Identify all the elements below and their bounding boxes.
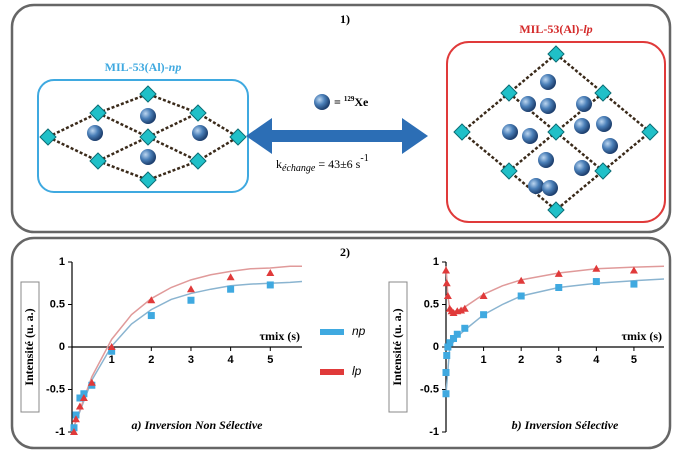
- framework-title: MIL-53(Al)-lp: [519, 22, 592, 36]
- metal-node: [140, 172, 156, 188]
- x-tick-label: 1: [109, 354, 115, 366]
- metal-node: [140, 86, 156, 102]
- x-tick-label: 2: [148, 354, 154, 366]
- y-tick-label: 1: [433, 256, 439, 268]
- data-point: [480, 311, 487, 318]
- metal-node: [190, 105, 206, 121]
- x-tick-label: 5: [631, 354, 637, 366]
- exchange-arrow: [246, 118, 428, 154]
- x-axis-label: τmix (s): [621, 329, 662, 343]
- x-tick-label: 3: [556, 354, 562, 366]
- guest-atom: [538, 152, 554, 168]
- legend: np lp: [320, 324, 366, 378]
- data-point: [443, 369, 450, 376]
- x-tick-label: 2: [518, 354, 524, 366]
- guest-atom: [140, 108, 156, 124]
- data-point: [461, 325, 468, 332]
- x-tick-label: 5: [267, 354, 273, 366]
- data-point: [443, 352, 450, 359]
- guest-atom: [528, 178, 544, 194]
- metal-node: [548, 124, 564, 140]
- x-axis-label: τmix (s): [259, 329, 300, 343]
- guest-atom: [140, 149, 156, 165]
- data-point: [443, 279, 451, 286]
- guest-atom: [540, 74, 556, 90]
- rate-label: kéchange= 43±6 s-1: [276, 153, 369, 174]
- x-tick-label: 4: [228, 354, 235, 366]
- chart-subtitle: a) Inversion Non Sélective: [132, 418, 264, 432]
- y-tick-label: -0.5: [420, 383, 439, 395]
- data-point: [593, 278, 600, 285]
- guest-atom: [192, 125, 208, 141]
- legend-label: np: [352, 324, 366, 338]
- panel-frame: [12, 238, 670, 448]
- fit-line: [72, 266, 302, 432]
- guest-atom: [87, 125, 103, 141]
- x-tick-label: 4: [593, 354, 600, 366]
- guest-atom: [574, 118, 590, 134]
- y-tick-label: 0: [59, 341, 65, 353]
- data-point: [148, 312, 155, 319]
- data-point: [267, 281, 274, 288]
- legend-label: lp: [352, 364, 362, 378]
- guest-atom: [602, 138, 618, 154]
- data-point: [444, 292, 452, 299]
- data-point: [266, 269, 274, 276]
- figure: 1) 2) MIL-53(Al)-np MIL-53(Al)-lp = 129X…: [0, 0, 681, 452]
- guest-atom: [596, 116, 612, 132]
- y-tick-label: -0.5: [46, 383, 65, 395]
- data-point: [454, 331, 461, 338]
- y-tick-label: 0: [433, 341, 439, 353]
- guest-atom: [542, 180, 558, 196]
- guest-atom: [576, 96, 592, 112]
- data-point: [518, 293, 525, 300]
- data-point: [187, 297, 194, 304]
- x-tick-label: 1: [481, 354, 487, 366]
- metal-node: [90, 105, 106, 121]
- metal-node: [90, 153, 106, 169]
- y-axis-label: Intensité (u. a.): [22, 308, 36, 385]
- panel-label: 1): [340, 12, 350, 26]
- data-point: [555, 284, 562, 291]
- metal-node: [140, 129, 156, 145]
- chart-subtitle: b) Inversion Sélective: [512, 418, 619, 432]
- guest-atom: [520, 96, 536, 112]
- data-point: [443, 390, 450, 397]
- xenon-label: = 129Xe: [334, 95, 369, 109]
- framework-title: MIL-53(Al)-np: [105, 60, 182, 74]
- xenon-atom: [314, 94, 330, 110]
- guest-atom: [502, 124, 518, 140]
- data-point: [630, 281, 637, 288]
- metal-node: [40, 129, 56, 145]
- guest-atom: [540, 98, 556, 114]
- data-point: [227, 273, 235, 280]
- metal-node: [454, 124, 470, 140]
- y-tick-label: 0.5: [424, 298, 439, 310]
- data-point: [227, 286, 234, 293]
- data-point: [442, 267, 450, 274]
- data-point: [187, 285, 195, 292]
- y-tick-label: -1: [429, 426, 439, 438]
- guest-atom: [522, 128, 538, 144]
- metal-node: [190, 153, 206, 169]
- x-tick-label: 3: [188, 354, 194, 366]
- metal-node: [230, 129, 246, 145]
- guest-atom: [574, 160, 590, 176]
- y-axis-label: Intensité (u. a.): [390, 308, 404, 385]
- panel-label: 2): [340, 245, 350, 259]
- y-tick-label: -1: [55, 426, 65, 438]
- y-tick-label: 1: [59, 256, 65, 268]
- y-tick-label: 0.5: [50, 298, 65, 310]
